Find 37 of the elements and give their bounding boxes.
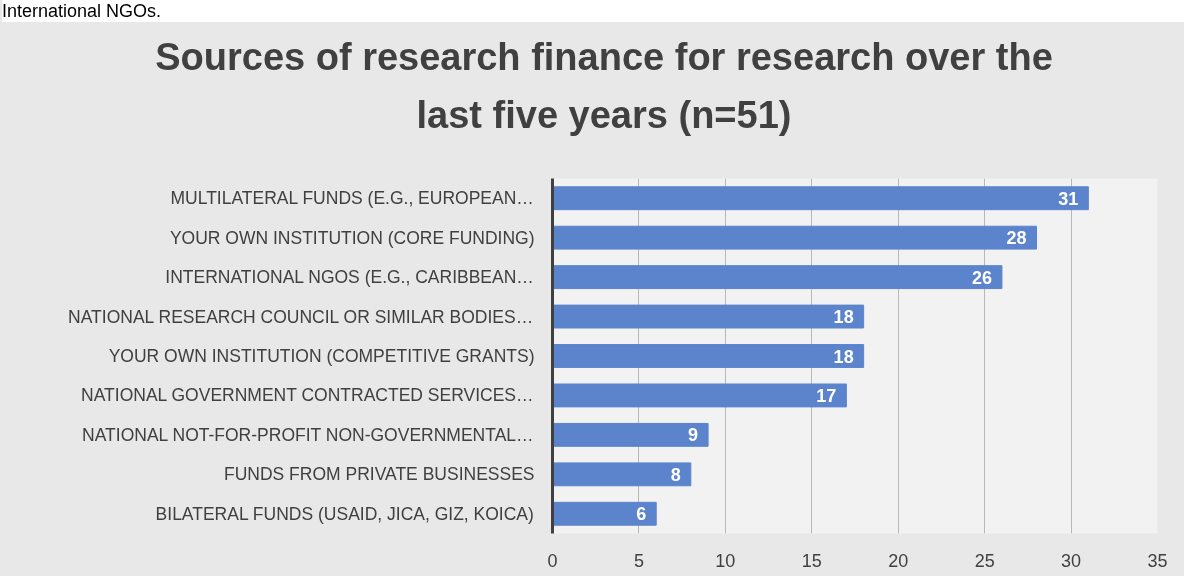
bar <box>552 344 865 368</box>
data-label: 31 <box>1058 188 1079 209</box>
x-tick-label: 35 <box>1147 550 1168 571</box>
y-tick-label: YOUR OWN INSTITUTION (CORE FUNDING) <box>169 227 535 248</box>
bar <box>552 265 1003 290</box>
y-tick-label: BILATERAL FUNDS (USAID, JICA, GIZ, KOICA) <box>155 503 534 524</box>
x-tick-label: 30 <box>1061 550 1082 571</box>
data-label: 17 <box>816 385 837 406</box>
data-label: 26 <box>971 267 992 288</box>
y-tick-label: NATIONAL RESEARCH COUNCIL OR SIMILAR BODIES… <box>68 306 534 327</box>
chart-title: Sources of research finance for research over the last five years (n=51) <box>154 35 1054 138</box>
bar <box>552 186 1089 211</box>
bar <box>552 383 847 408</box>
bar <box>552 501 657 526</box>
data-label: 28 <box>1006 228 1027 249</box>
data-label: 6 <box>636 504 647 525</box>
y-tick-label: MULTILATERAL FUNDS (E.G., EUROPEAN… <box>170 188 534 209</box>
bar <box>552 462 692 487</box>
x-tick-label: 10 <box>715 550 736 571</box>
x-tick-label: 15 <box>801 550 822 571</box>
bar <box>552 422 709 447</box>
y-tick-label: YOUR OWN INSTITUTION (COMPETITIVE GRANTS) <box>108 346 535 366</box>
data-label: 8 <box>670 464 681 485</box>
data-label: 9 <box>688 425 699 446</box>
bar <box>552 225 1037 250</box>
data-label: 18 <box>833 307 854 328</box>
text: International NGOs. <box>2 0 162 22</box>
bar <box>552 304 865 329</box>
data-label: 18 <box>833 346 854 367</box>
x-tick-label: 25 <box>974 550 995 571</box>
x-tick-label: 20 <box>888 550 909 571</box>
y-tick-label: NATIONAL GOVERNMENT CONTRACTED SERVICES… <box>81 385 534 406</box>
y-tick-label: INTERNATIONAL NGOS (E.G., CARIBBEAN… <box>165 267 534 288</box>
y-tick-label: FUNDS FROM PRIVATE BUSINESSES <box>223 464 535 485</box>
x-tick-label: 0 <box>547 550 558 571</box>
x-tick-label: 5 <box>633 550 644 571</box>
y-tick-label: NATIONAL NOT-FOR-PROFIT NON-GOVERNMENTAL… <box>82 424 534 445</box>
